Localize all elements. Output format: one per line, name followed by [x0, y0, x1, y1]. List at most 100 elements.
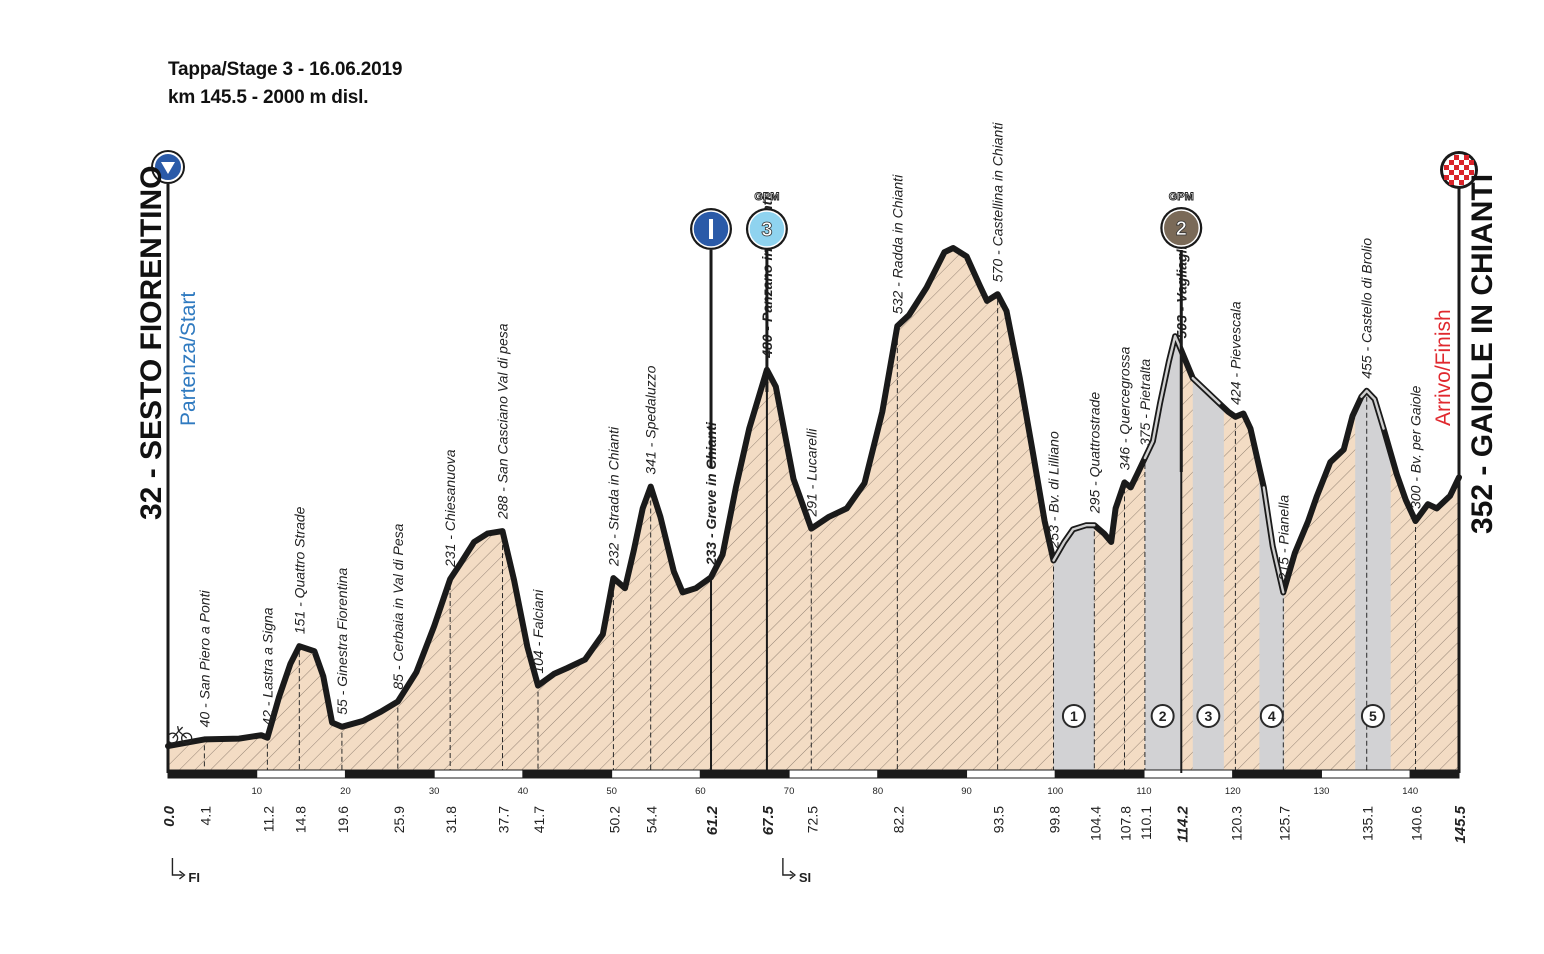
axis-segment-10 — [256, 769, 346, 779]
km-label-31.8: 31.8 — [443, 806, 459, 833]
sector-badge-circle — [1259, 704, 1284, 728]
axis-tick-80: 80 — [873, 786, 884, 797]
axis-tick-10: 10 — [251, 786, 262, 797]
place-label: 346 - Quercegrossa — [1116, 346, 1132, 470]
axis-tick-100: 100 — [1047, 786, 1063, 797]
climb-markers: 3 GPM 2 GPM — [690, 191, 1203, 773]
axis-tick-140: 140 — [1402, 786, 1418, 797]
finish-flag-check — [1454, 155, 1459, 160]
marker-gpm3: 3 GPM — [745, 191, 788, 773]
place-label: 288 - San Casciano Val di pesa — [495, 323, 511, 520]
finish-flag-check — [1464, 155, 1469, 160]
axis-segment-50 — [611, 769, 701, 779]
km-label-93.5: 93.5 — [991, 806, 1007, 833]
sector-badge-number: 5 — [1369, 708, 1377, 724]
stage-distance: km 145.5 - 2000 m disl. — [168, 87, 369, 108]
cyclist-frame — [172, 725, 188, 739]
axis-tick-50: 50 — [606, 786, 617, 797]
axis-segment-110 — [1143, 769, 1234, 779]
sector-line-3 — [1191, 377, 1221, 405]
sector-line-5 — [1360, 389, 1385, 430]
km-label-120.3: 120.3 — [1228, 806, 1244, 841]
sector-band-3 — [1192, 248, 1224, 773]
sector-badge-circle — [1061, 704, 1086, 728]
finish-flag-check — [1449, 180, 1454, 185]
place-label: 341 - Spedaluzzo — [643, 365, 659, 474]
marker-symbol: 3 — [761, 219, 772, 241]
km-label-140.6: 140.6 — [1409, 806, 1425, 841]
axis-segment-70 — [788, 769, 879, 779]
road-marker-label: FI — [188, 870, 200, 885]
place-label: 375 - Pietralta — [1137, 359, 1153, 446]
road-marker-SI: SI — [782, 858, 811, 885]
km-label-41.7: 41.7 — [531, 806, 547, 833]
place-label: 570 - Castellina in Chianti — [990, 122, 1006, 282]
finish-label: Arrivo/Finish — [1432, 309, 1455, 426]
marker-disc — [1162, 209, 1201, 247]
axis-tick-90: 90 — [961, 786, 972, 797]
axis-segment-140 — [1409, 769, 1460, 779]
profile-line — [165, 245, 1462, 750]
km-label-114.2: 114.2 — [1174, 805, 1191, 842]
km-label-4.1: 4.1 — [197, 806, 213, 826]
marker-gpm-label: GPM — [1169, 191, 1194, 203]
start-finish: 32 - SESTO FIORENTINO Partenza/Start 352 -… — [135, 150, 1499, 773]
sector-line-2 — [1143, 335, 1183, 460]
sector-badge-circle — [1360, 704, 1385, 728]
road-marker-arrow — [782, 858, 793, 876]
axis-tick-130: 130 — [1314, 786, 1330, 797]
axis-segment-20 — [344, 769, 435, 779]
place-label: 215 - Pianella — [1275, 495, 1291, 582]
km-label-82.2: 82.2 — [890, 806, 906, 833]
sector-badge-3: 3 — [1196, 704, 1221, 728]
place-label: 40 - San Piero a Ponti — [196, 590, 212, 728]
finish-town-name: 352 - GAIOLE IN CHIANTI — [1466, 174, 1499, 534]
place-label: 232 - Strada in Chianti — [605, 426, 621, 567]
stage-title: Tappa/Stage 3 - 16.06.2019 — [168, 59, 403, 80]
start-town-name: 32 - SESTO FIORENTINO — [135, 165, 168, 520]
axis-tick-70: 70 — [784, 786, 795, 797]
waypoint-labels: 0.0 4.1 40 - San Piero a Ponti 11.2 42 - Las… — [161, 122, 1469, 844]
sector-badge-number: 1 — [1070, 708, 1078, 724]
axis-segment-80 — [877, 769, 968, 779]
finish-flag-check — [1449, 170, 1454, 175]
road-marker-arrow — [171, 858, 183, 876]
km-label-0.0: 0.0 — [161, 805, 178, 827]
axis-tick-120: 120 — [1225, 786, 1241, 797]
sector-line-4 — [1262, 486, 1285, 594]
finish-flag-check — [1464, 175, 1469, 180]
place-label: 291 - Lucarelli — [803, 428, 819, 518]
km-label-107.8: 107.8 — [1117, 806, 1133, 841]
finish-flag-check — [1464, 165, 1469, 170]
cyclist-wheel-front — [180, 732, 193, 744]
axis-segment-0 — [167, 769, 258, 779]
sector-badge-number: 2 — [1159, 708, 1167, 724]
km-label-145.5: 145.5 — [1452, 805, 1469, 843]
sector-badge-number: 4 — [1268, 708, 1276, 724]
km-label-67.5: 67.5 — [760, 805, 777, 835]
sector-badge-circle — [1150, 704, 1175, 728]
finish-flag-check — [1454, 165, 1459, 170]
marker-symbol — [709, 219, 714, 239]
road-marker-arrowhead — [789, 870, 797, 880]
place-label: 253 - Bv. di Lilliano — [1046, 431, 1062, 549]
km-label-135.1: 135.1 — [1360, 806, 1376, 841]
axis-segment-100 — [1054, 769, 1145, 779]
axis-segment-90 — [966, 769, 1056, 779]
marker-symbol: 2 — [1176, 218, 1187, 240]
km-label-110.1: 110.1 — [1138, 806, 1154, 840]
km-label-19.6: 19.6 — [335, 806, 351, 833]
km-label-72.5: 72.5 — [804, 806, 820, 833]
km-label-11.2: 11.2 — [260, 806, 276, 832]
km-label-25.9: 25.9 — [391, 806, 407, 833]
finish-flag-check — [1444, 175, 1449, 180]
start-marker-arrow — [161, 162, 175, 174]
place-label: 42 - Lastra a Signa — [259, 607, 275, 726]
finish-flag-check — [1449, 160, 1454, 165]
sector-badge-5: 5 — [1360, 704, 1385, 728]
finish-flag-icon — [1440, 151, 1478, 189]
sector-badge-4: 4 — [1259, 704, 1284, 728]
axis-segment-130 — [1320, 769, 1411, 779]
sector-badge-number: 3 — [1204, 708, 1212, 724]
marker-gpm-label: GPM — [754, 191, 779, 203]
